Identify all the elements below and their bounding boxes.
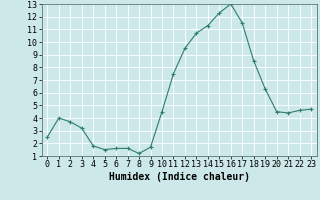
X-axis label: Humidex (Indice chaleur): Humidex (Indice chaleur) [109,172,250,182]
